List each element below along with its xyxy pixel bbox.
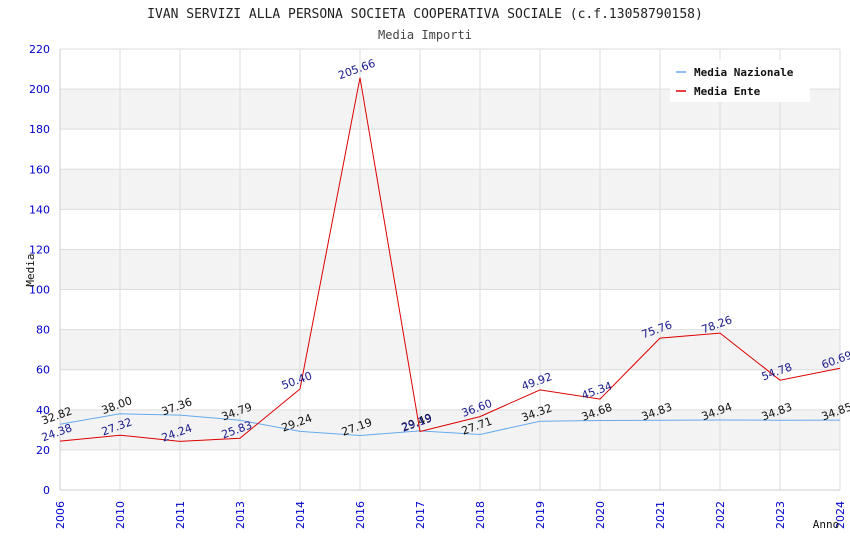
plot-band: [60, 249, 840, 290]
y-tick-label: 180: [29, 123, 50, 136]
y-tick-label: 80: [36, 324, 50, 337]
chart-subtitle: Media Importi: [378, 28, 472, 42]
x-tick-label: 2019: [534, 501, 547, 529]
x-tick-label: 2010: [114, 501, 127, 529]
chart-title: IVAN SERVIZI ALLA PERSONA SOCIETA COOPER…: [147, 7, 703, 22]
x-tick-label: 2024: [834, 501, 847, 529]
x-tick-label: 2013: [234, 501, 247, 529]
y-tick-label: 20: [36, 444, 50, 457]
series-line-media-nazionale: [59, 413, 841, 437]
x-tick-label: 2023: [774, 501, 787, 529]
data-label-ente: 49.92: [520, 370, 554, 393]
plot-band: [60, 409, 840, 450]
x-tick-label: 2011: [174, 501, 187, 529]
y-tick-label: 0: [43, 484, 50, 497]
y-tick-label: 100: [29, 284, 50, 297]
y-tick-label: 200: [29, 83, 50, 96]
y-tick-label: 160: [29, 163, 50, 176]
y-tick-label: 120: [29, 243, 50, 256]
y-axis-label: Media: [24, 253, 37, 286]
x-tick-label: 2014: [294, 501, 307, 529]
x-tick-label: 2017: [414, 501, 427, 529]
plot-band: [60, 169, 840, 210]
series-line-media-ente: [59, 77, 841, 442]
legend-label-nazionale: Media Nazionale: [694, 66, 794, 79]
series-lines: [59, 77, 841, 442]
y-axis-ticks: 0 20 40 60 80 100 120 140 160 180 200 220: [29, 43, 50, 497]
legend: Media Nazionale Media Ente: [670, 60, 810, 102]
x-tick-label: 2016: [354, 501, 367, 529]
y-tick-label: 140: [29, 203, 50, 216]
legend-box: [670, 60, 810, 102]
x-axis-ticks: 2006 2010 2011 2013 2014 2016 2017 2018 2019 2020…: [54, 501, 847, 529]
x-tick-label: 2018: [474, 501, 487, 529]
plot-band: [60, 329, 840, 370]
x-tick-label: 2022: [714, 501, 727, 529]
x-tick-label: 2020: [594, 501, 607, 529]
plot-background-bands: [60, 89, 840, 450]
y-tick-label: 60: [36, 364, 50, 377]
x-axis-label: Anno: [813, 518, 840, 531]
y-tick-label: 220: [29, 43, 50, 56]
data-label-ente: 50.40: [280, 369, 314, 392]
y-tick-label: 40: [36, 404, 50, 417]
x-tick-label: 2021: [654, 501, 667, 529]
x-tick-label: 2006: [54, 501, 67, 529]
legend-label-ente: Media Ente: [694, 85, 761, 98]
data-label-ente: 205.66: [336, 57, 377, 82]
